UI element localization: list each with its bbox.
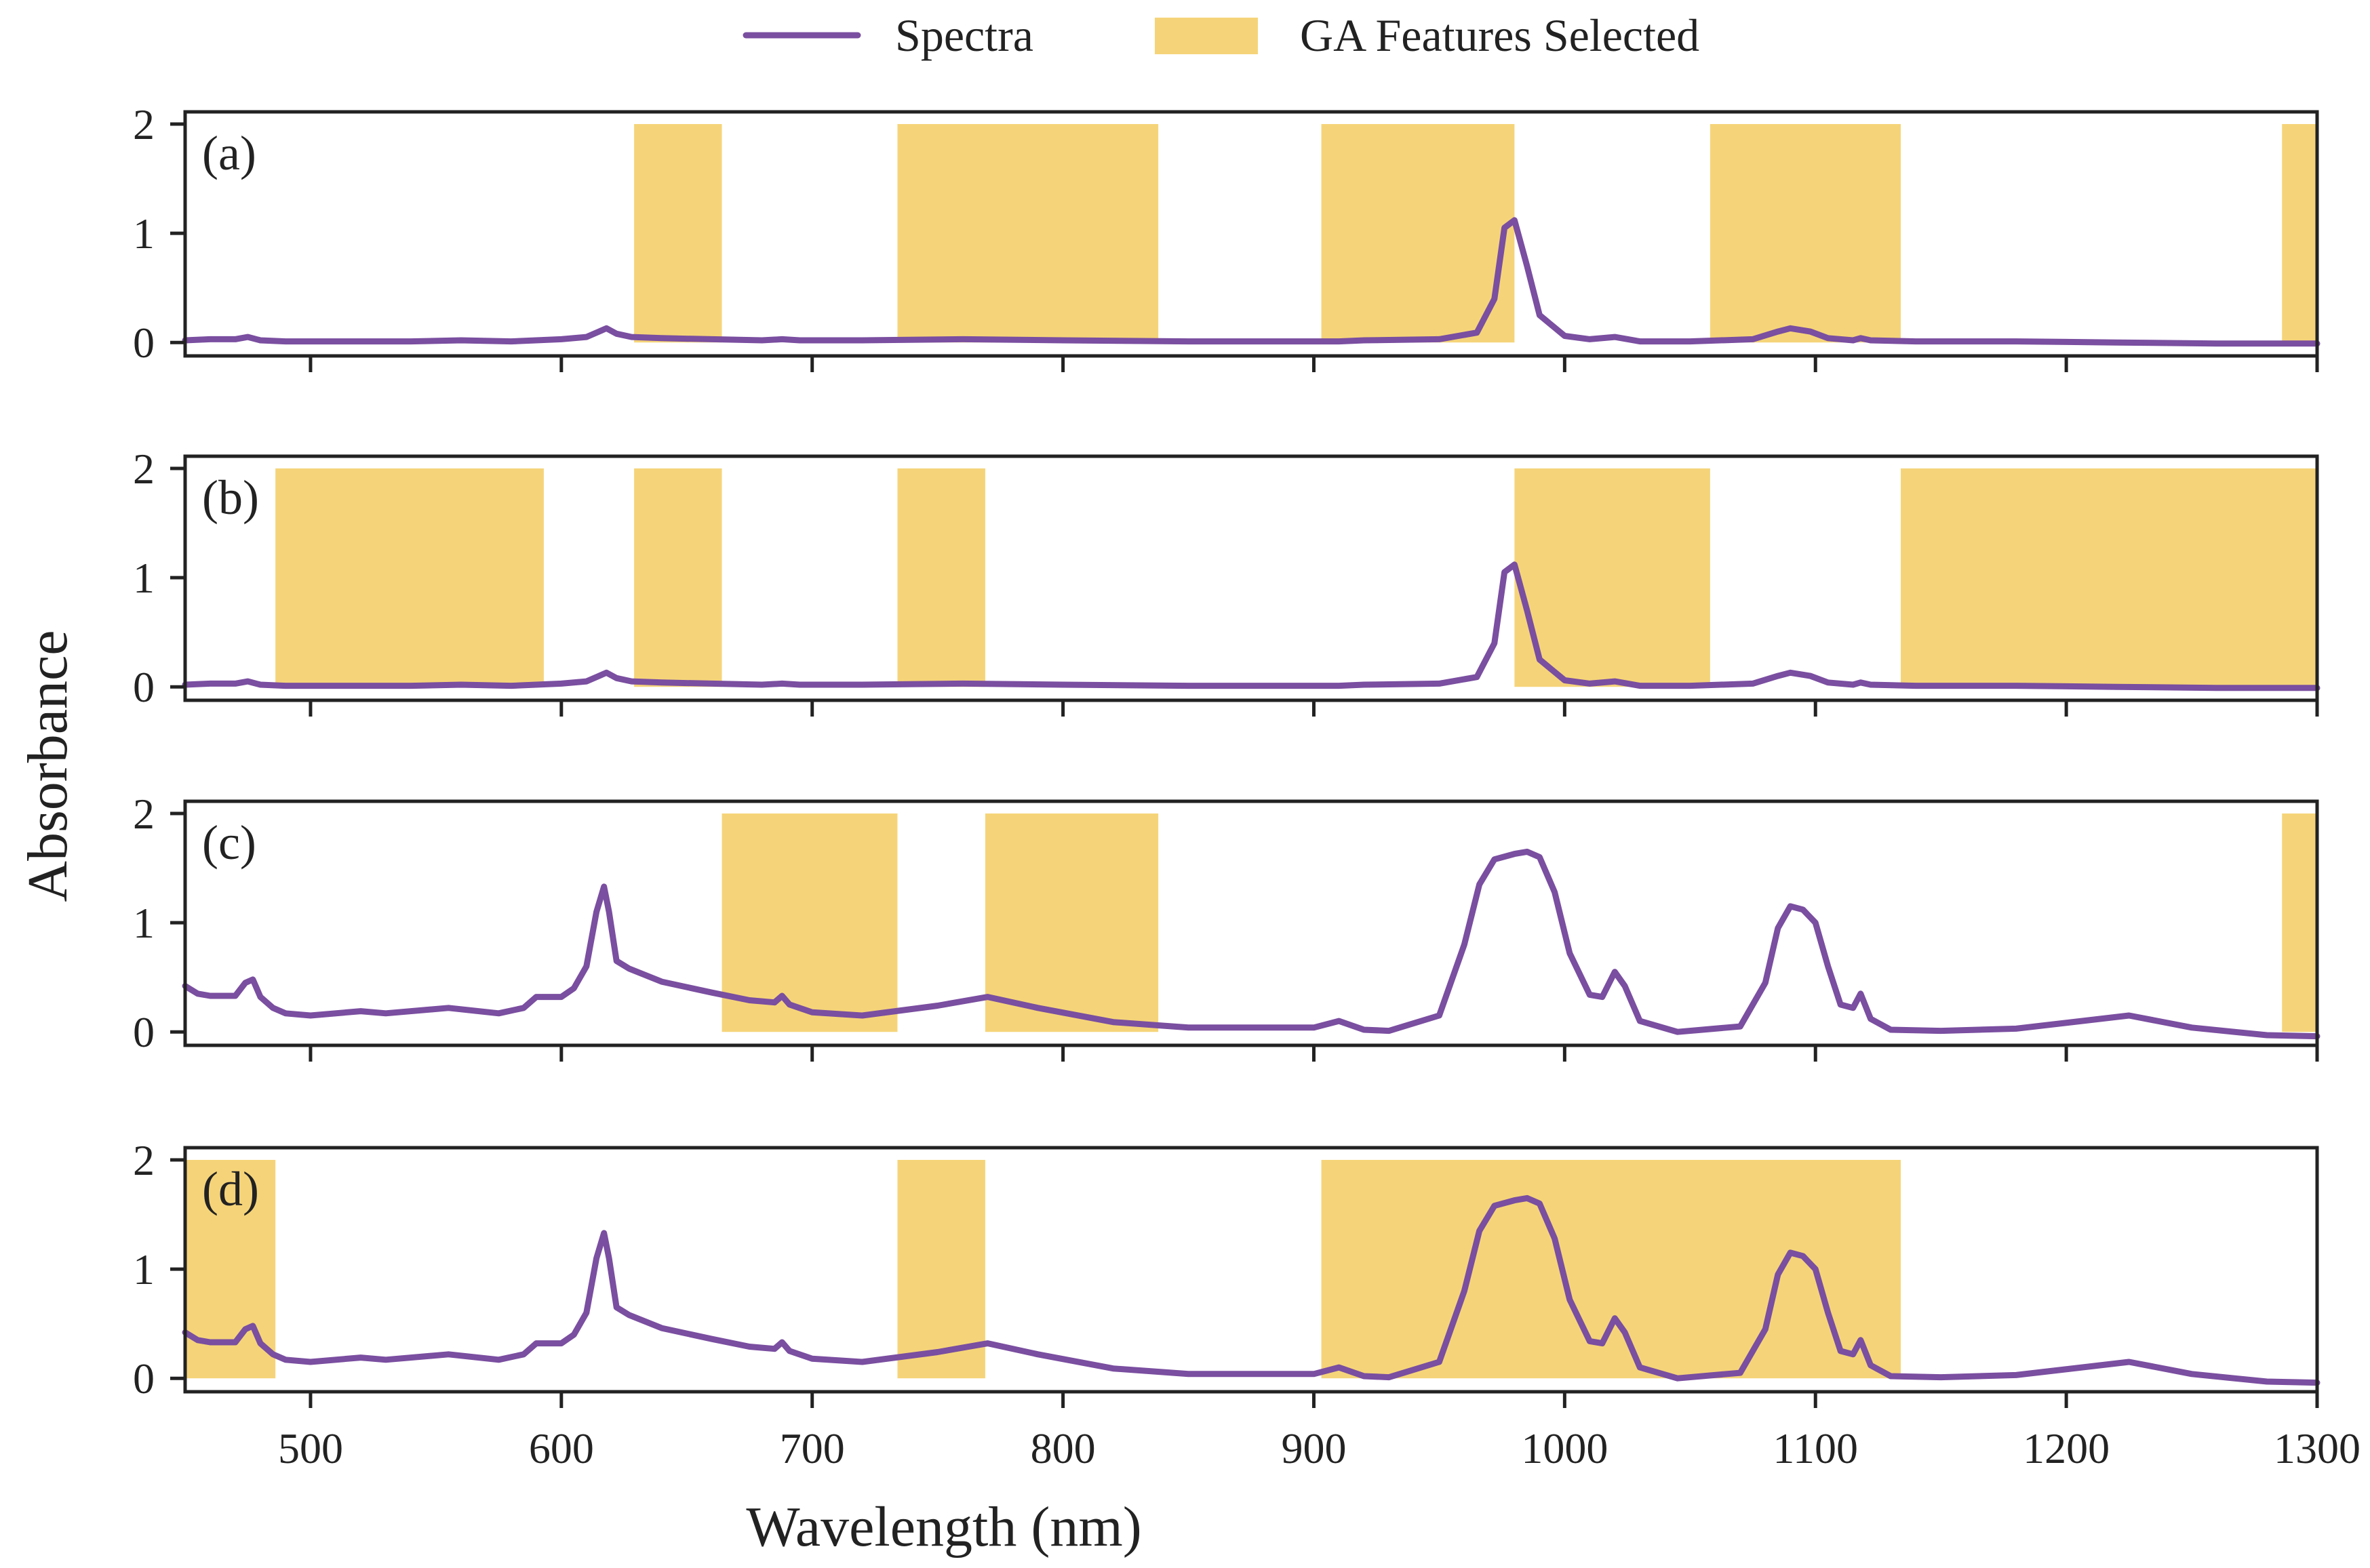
- y-tick-label: 0: [133, 1354, 155, 1403]
- ga-feature-band: [897, 1160, 985, 1379]
- y-tick-label: 0: [133, 319, 155, 367]
- legend: Spectra GA Features Selected: [743, 9, 1699, 61]
- x-tick-label: 900: [1281, 1424, 1346, 1472]
- y-tick-label: 2: [133, 1136, 155, 1184]
- spectrum-line: [182, 217, 2320, 347]
- x-tick-label: 1300: [2274, 1424, 2361, 1472]
- ga-feature-band: [2282, 813, 2317, 1032]
- spectrum-line: [182, 1194, 2320, 1386]
- legend-ga-features-swatch: [1155, 18, 1258, 54]
- y-tick-label: 1: [133, 899, 155, 947]
- ga-feature-band: [634, 124, 722, 343]
- x-tick-label: 800: [1031, 1424, 1096, 1472]
- ga-feature-band: [634, 468, 722, 687]
- panel-label: (c): [202, 816, 256, 870]
- y-tick-label: 2: [133, 790, 155, 838]
- y-tick-label: 1: [133, 554, 155, 602]
- y-tick-label: 0: [133, 1008, 155, 1056]
- panel-frame: [183, 1146, 2319, 1394]
- panel-frame: [183, 110, 2319, 358]
- ga-feature-band: [2282, 124, 2317, 343]
- ga-feature-band: [897, 124, 1159, 343]
- x-tick-label: 1100: [1773, 1424, 1858, 1472]
- y-tick-label: 0: [133, 663, 155, 711]
- ga-feature-band: [1900, 468, 2317, 687]
- ga-feature-band: [897, 468, 985, 687]
- y-tick-label: 1: [133, 209, 155, 258]
- x-tick-label: 1200: [2023, 1424, 2110, 1472]
- ga-feature-band: [1321, 1160, 1901, 1379]
- y-tick-label: 2: [133, 445, 155, 493]
- legend-spectra-label: Spectra: [895, 9, 1033, 61]
- panel-frame: [183, 799, 2319, 1047]
- x-tick-label: 700: [780, 1424, 845, 1472]
- ga-feature-band: [722, 813, 898, 1032]
- ga-feature-band: [1321, 124, 1515, 343]
- ga-feature-band: [985, 813, 1159, 1032]
- legend-ga-features-label: GA Features Selected: [1300, 9, 1699, 61]
- spectrum-line: [182, 848, 2320, 1040]
- x-tick-label: 500: [278, 1424, 343, 1472]
- ga-feature-band: [275, 468, 544, 687]
- panel-label: (b): [202, 470, 259, 525]
- panel-a: 0 1 2 (a): [133, 100, 2320, 372]
- panel-label: (a): [202, 126, 256, 180]
- panel-d: 0 1 2 (d): [133, 1136, 2320, 1408]
- ga-feature-band: [1514, 468, 1710, 687]
- panel-b: 0 1 2 (b): [133, 445, 2320, 717]
- spectrum-line: [182, 561, 2320, 691]
- panel-c: 0 1 2 (c): [133, 790, 2320, 1062]
- x-axis-title: Wavelength (nm): [746, 1495, 1141, 1559]
- y-axis-title: Absorbance: [16, 630, 79, 902]
- x-tick-label: 1000: [1521, 1424, 1608, 1472]
- ga-feature-band: [1710, 124, 1901, 343]
- x-tick-label: 600: [529, 1424, 594, 1472]
- y-tick-label: 2: [133, 100, 155, 148]
- panel-label: (d): [202, 1162, 259, 1216]
- y-tick-label: 1: [133, 1245, 155, 1293]
